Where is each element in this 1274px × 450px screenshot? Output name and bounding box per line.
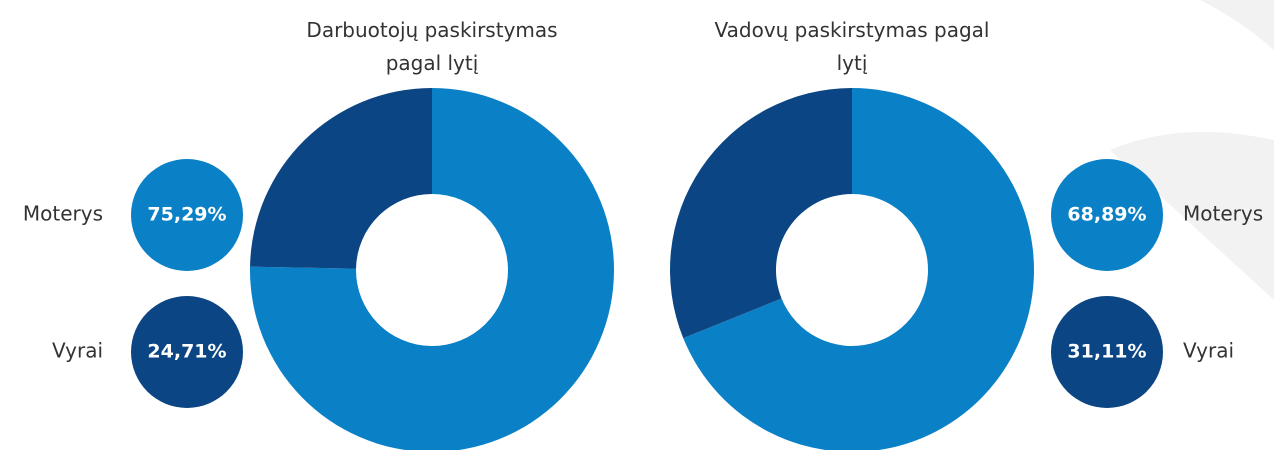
legend-badge — [1051, 159, 1163, 271]
legend-label: Vyrai — [52, 339, 103, 363]
legend-label: Vyrai — [1183, 339, 1234, 363]
value-label: 68,89% — [1067, 204, 1146, 226]
value-label: 24,71% — [147, 341, 226, 363]
donut-segment — [250, 88, 432, 269]
chart-title: Vadovų paskirstymas pagal lytį — [714, 18, 990, 75]
donut-segment — [683, 88, 1034, 450]
background-shape — [1110, 0, 1274, 300]
legend-label: Moterys — [23, 202, 103, 226]
chart-title: Darbuotojų paskirstymas pagal lytį — [306, 18, 558, 75]
legend-label: Moterys — [1183, 202, 1263, 226]
legend-badge — [1051, 296, 1163, 408]
donut-segment — [669, 88, 852, 339]
donut-segment — [250, 88, 614, 450]
value-label: 31,11% — [1067, 341, 1146, 363]
legend-badge — [131, 296, 243, 408]
value-label: 75,29% — [147, 204, 226, 226]
legend-badge — [131, 159, 243, 271]
